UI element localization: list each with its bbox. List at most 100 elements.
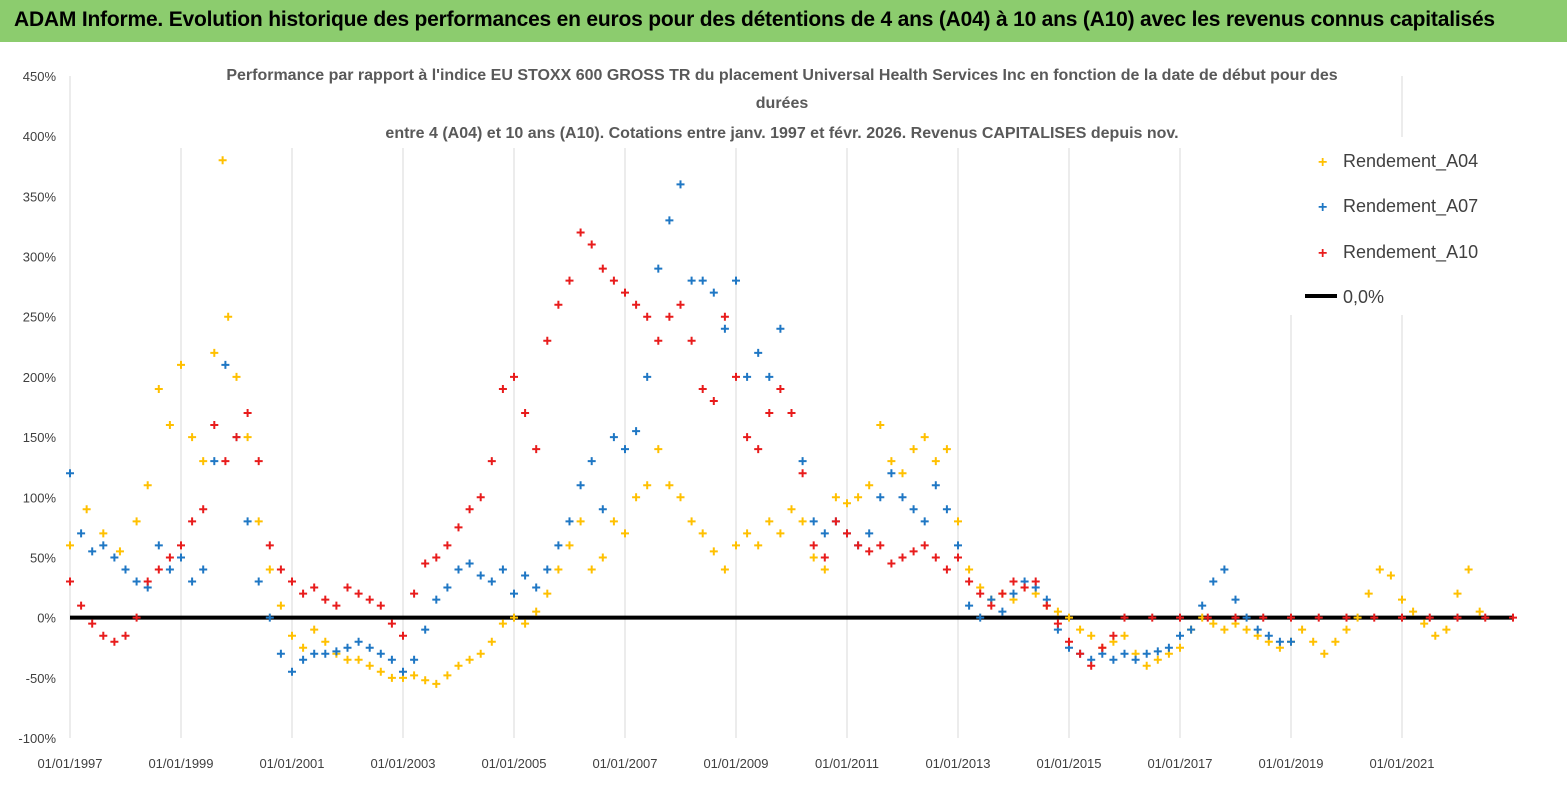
data-point-rendement_a07 <box>1120 649 1129 658</box>
data-point-rendement_a07 <box>487 577 496 586</box>
data-point-rendement_a04 <box>254 517 263 526</box>
data-point-rendement_a07 <box>609 433 618 442</box>
data-point-rendement_a10 <box>465 505 474 514</box>
data-point-rendement_a04 <box>265 565 274 574</box>
legend-item-zero: 0,0% <box>1305 287 1384 307</box>
chart-title: Performance par rapport à l'indice EU ST… <box>168 60 1396 148</box>
data-point-rendement_a10 <box>987 601 996 610</box>
data-point-rendement_a07 <box>498 565 507 574</box>
data-point-rendement_a04 <box>188 433 197 442</box>
data-point-rendement_a04 <box>465 655 474 664</box>
data-point-rendement_a10 <box>1259 613 1268 622</box>
data-point-rendement_a10 <box>798 469 807 478</box>
data-point-rendement_a10 <box>1120 613 1129 622</box>
data-point-rendement_a10 <box>965 577 974 586</box>
data-point-rendement_a10 <box>621 288 629 297</box>
data-point-rendement_a07 <box>621 445 629 454</box>
data-point-rendement_a10 <box>476 493 485 502</box>
data-point-rendement_a07 <box>865 529 874 538</box>
data-point-rendement_a07 <box>1164 643 1173 652</box>
data-point-rendement_a04 <box>476 649 485 658</box>
data-point-rendement_a04 <box>720 565 729 574</box>
data-point-rendement_a07 <box>365 643 374 652</box>
data-point-rendement_a04 <box>365 661 374 670</box>
data-point-rendement_a07 <box>1142 649 1151 658</box>
data-point-rendement_a04 <box>1375 565 1384 574</box>
data-point-rendement_a07 <box>776 324 785 333</box>
data-point-rendement_a07 <box>254 577 263 586</box>
data-point-rendement_a10 <box>1425 613 1434 622</box>
data-point-rendement_a07 <box>965 601 974 610</box>
y-tick-label: 250% <box>23 310 57 325</box>
data-point-rendement_a10 <box>299 589 308 598</box>
data-point-rendement_a10 <box>332 601 341 610</box>
data-point-rendement_a07 <box>665 216 674 225</box>
data-point-rendement_a04 <box>82 505 91 514</box>
data-point-rendement_a10 <box>421 559 430 568</box>
data-point-rendement_a10 <box>787 409 796 418</box>
data-point-rendement_a07 <box>676 180 685 189</box>
data-point-rendement_a07 <box>188 577 197 586</box>
series-rendement_a10 <box>66 228 1517 670</box>
x-tick-label: 01/01/2007 <box>592 756 657 771</box>
data-point-rendement_a04 <box>920 433 929 442</box>
data-point-rendement_a04 <box>354 655 363 664</box>
data-point-rendement_a04 <box>224 312 233 321</box>
data-point-rendement_a10 <box>998 589 1007 598</box>
data-point-rendement_a10 <box>365 595 374 604</box>
chart-legend: + Rendement_A04 + Rendement_A07 + Rendem… <box>1290 137 1500 315</box>
data-point-rendement_a04 <box>1398 595 1406 604</box>
data-point-rendement_a10 <box>276 565 285 574</box>
performance-scatter-chart: -100% -50% 0% 50% 100% 150% 200% 250% 300% 350% 40… <box>18 60 1517 771</box>
data-point-rendement_a10 <box>543 336 552 345</box>
data-point-rendement_a04 <box>521 619 530 628</box>
data-point-rendement_a07 <box>1153 647 1162 656</box>
data-point-rendement_a10 <box>288 577 296 586</box>
legend-label-a10: Rendement_A10 <box>1343 242 1478 263</box>
data-point-rendement_a10 <box>665 312 674 321</box>
data-point-rendement_a10 <box>1065 637 1073 646</box>
data-point-rendement_a04 <box>632 493 641 502</box>
data-point-rendement_a07 <box>1220 565 1229 574</box>
data-point-rendement_a04 <box>1475 607 1484 616</box>
chart-title-line-1: Performance par rapport à l'indice EU ST… <box>226 67 1337 84</box>
x-tick-label: 01/01/1997 <box>37 756 102 771</box>
data-point-rendement_a10 <box>1087 661 1096 670</box>
data-point-rendement_a04 <box>587 565 596 574</box>
data-point-rendement_a07 <box>1176 631 1184 640</box>
data-point-rendement_a10 <box>1053 619 1062 628</box>
legend-label-zero: 0,0% <box>1343 287 1384 307</box>
data-point-rendement_a07 <box>1253 625 1262 634</box>
data-point-rendement_a07 <box>1109 655 1118 664</box>
data-point-rendement_a07 <box>820 529 829 538</box>
data-point-rendement_a04 <box>432 679 441 688</box>
data-point-rendement_a04 <box>732 541 740 550</box>
data-point-rendement_a04 <box>1353 613 1362 622</box>
data-point-rendement_a10 <box>1453 613 1462 622</box>
data-point-rendement_a10 <box>154 565 163 574</box>
data-point-rendement_a04 <box>1053 607 1062 616</box>
data-point-rendement_a07 <box>510 589 518 598</box>
data-point-rendement_a04 <box>288 631 296 640</box>
y-tick-label: 200% <box>23 370 57 385</box>
data-point-rendement_a10 <box>177 541 185 550</box>
data-point-rendement_a07 <box>1198 601 1207 610</box>
data-point-rendement_a04 <box>1309 637 1318 646</box>
y-tick-label: 400% <box>23 129 57 144</box>
data-point-rendement_a04 <box>743 529 752 538</box>
data-point-rendement_a04 <box>787 505 796 514</box>
data-point-rendement_a10 <box>1287 613 1295 622</box>
data-point-rendement_a04 <box>310 625 319 634</box>
data-point-rendement_a04 <box>931 457 940 466</box>
data-point-rendement_a07 <box>243 517 252 526</box>
data-point-rendement_a10 <box>1109 631 1118 640</box>
data-point-rendement_a10 <box>66 577 74 586</box>
data-point-rendement_a10 <box>754 445 763 454</box>
data-point-rendement_a07 <box>77 529 86 538</box>
data-point-rendement_a10 <box>698 384 707 393</box>
data-point-rendement_a10 <box>609 276 618 285</box>
data-point-rendement_a04 <box>598 553 607 562</box>
data-point-rendement_a04 <box>843 499 851 508</box>
y-tick-label: 350% <box>23 189 57 204</box>
data-point-rendement_a10 <box>410 589 419 598</box>
